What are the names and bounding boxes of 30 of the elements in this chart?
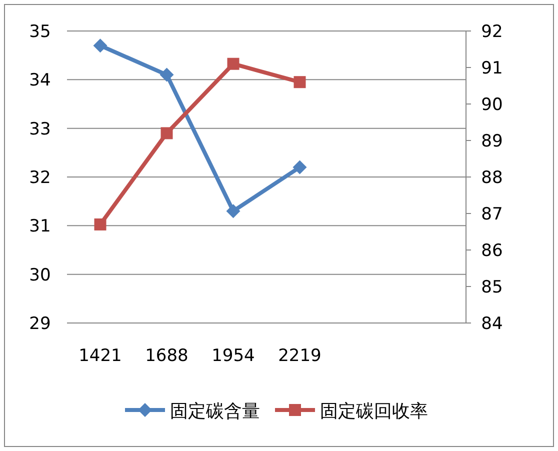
y2-tick-label: 87	[481, 204, 503, 224]
y2-tick-label: 85	[481, 278, 503, 298]
point	[292, 160, 307, 174]
y-tick-label: 33	[29, 119, 51, 140]
y2-tick-label: 92	[481, 22, 503, 42]
y2-tick-label: 89	[481, 132, 503, 152]
y2-tick-label: 90	[481, 95, 503, 115]
y2-tick-label: 84	[481, 314, 503, 334]
y-tick-label: 30	[29, 265, 51, 286]
y-tick-label: 31	[29, 216, 51, 237]
y2-tick-label: 88	[481, 168, 503, 188]
point	[94, 218, 106, 230]
x-tick-label: 1421	[78, 346, 122, 366]
y-tick-label: 35	[29, 22, 51, 42]
point	[226, 204, 240, 218]
y-tick-label: 29	[29, 314, 51, 334]
y-tick-label: 32	[29, 168, 51, 188]
x-tick-label: 2219	[278, 346, 322, 366]
x-tick-label: 1954	[212, 346, 255, 366]
legend-label: 固定碳回收率	[320, 401, 428, 422]
y2-tick-label: 91	[481, 58, 503, 78]
x-tick-label: 1688	[145, 346, 188, 366]
y-tick-label: 34	[29, 70, 51, 91]
y2-tick-label: 86	[481, 241, 503, 261]
point	[93, 38, 108, 53]
legend-label: 固定碳含量	[170, 401, 260, 422]
point	[160, 127, 173, 140]
point	[160, 68, 174, 82]
point	[227, 58, 240, 70]
point	[294, 76, 306, 88]
